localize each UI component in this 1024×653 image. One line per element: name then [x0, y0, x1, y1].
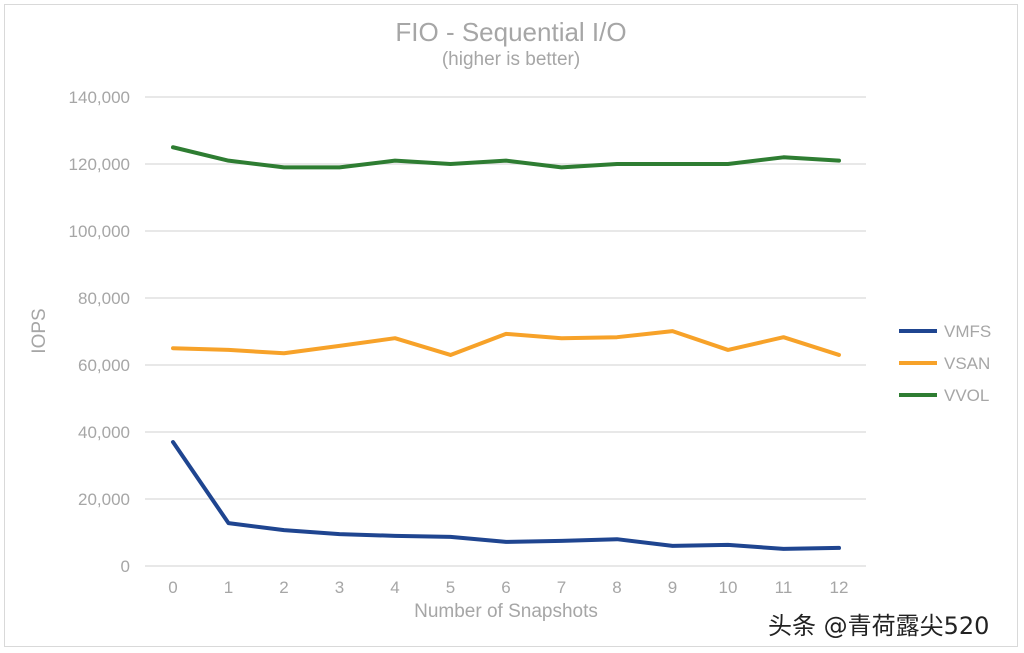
y-axis-label: IOPS [29, 308, 50, 353]
x-tick-label: 7 [557, 578, 566, 597]
x-tick-label: 5 [446, 578, 455, 597]
legend-label-vsan: VSAN [944, 354, 990, 373]
legend-label-vvol: VVOL [944, 386, 989, 405]
x-tick-label: 12 [830, 578, 849, 597]
y-tick-label: 20,000 [78, 490, 130, 509]
x-tick-label: 2 [279, 578, 288, 597]
chart-frame [4, 4, 1018, 647]
chart-title: FIO - Sequential I/O [395, 17, 626, 47]
x-tick-label: 4 [390, 578, 399, 597]
x-tick-label: 6 [501, 578, 510, 597]
y-tick-label: 0 [121, 557, 130, 576]
x-tick-label: 1 [224, 578, 233, 597]
x-tick-label: 9 [668, 578, 677, 597]
series-line-vsan [171, 329, 841, 357]
y-tick-label: 40,000 [78, 423, 130, 442]
y-tick-label: 100,000 [69, 222, 130, 241]
x-tick-label: 0 [168, 578, 177, 597]
x-tick-label: 11 [775, 578, 793, 597]
series-line-vmfs [171, 440, 841, 551]
y-tick-label: 120,000 [69, 155, 130, 174]
y-tick-label: 140,000 [69, 88, 130, 107]
x-tick-label: 10 [719, 578, 738, 597]
y-tick-label: 80,000 [78, 289, 130, 308]
chart-subtitle: (higher is better) [442, 49, 580, 70]
legend-label-vmfs: VMFS [944, 322, 991, 341]
watermark: 头条 @青荷露尖520 [768, 612, 990, 640]
y-tick-label: 60,000 [78, 356, 130, 375]
x-tick-label: 8 [612, 578, 621, 597]
x-axis-label: Number of Snapshots [414, 601, 598, 622]
x-tick-label: 3 [335, 578, 344, 597]
